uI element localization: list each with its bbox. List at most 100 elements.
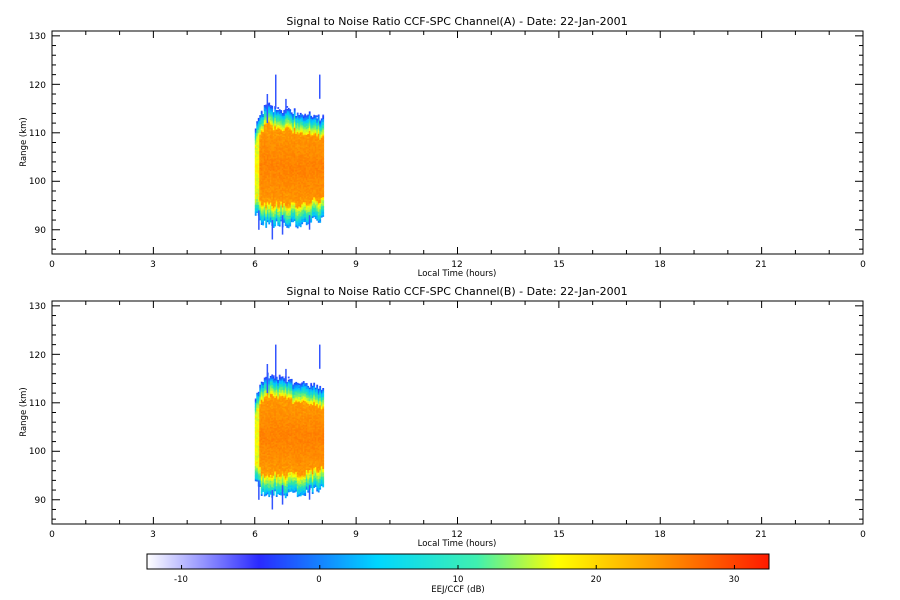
- heatmap-cell: [274, 163, 277, 165]
- heatmap-cell: [269, 108, 272, 110]
- heatmap-cell: [287, 137, 290, 140]
- heatmap-cell: [289, 158, 292, 161]
- heatmap-cell: [283, 183, 286, 186]
- heatmap-cell: [313, 198, 316, 201]
- heatmap-cell: [268, 140, 271, 142]
- heatmap-cell: [289, 133, 292, 135]
- heatmap-cell: [278, 137, 281, 140]
- heatmap-cell: [262, 192, 265, 194]
- heatmap-cell: [281, 424, 284, 427]
- heatmap-cell: [302, 190, 305, 193]
- heatmap-cell: [313, 186, 316, 189]
- heatmap-cell: [266, 133, 269, 136]
- heatmap-cell: [298, 218, 301, 221]
- heatmap-cell: [314, 137, 317, 140]
- heatmap-cell: [274, 155, 277, 158]
- heatmap-cell: [272, 149, 275, 152]
- heatmap-cell: [259, 413, 262, 415]
- heatmap-cell: [314, 169, 317, 172]
- heatmap-cell: [266, 199, 269, 202]
- heatmap-cell: [269, 482, 272, 485]
- heatmap-cell: [268, 209, 271, 211]
- heatmap-cell: [256, 449, 259, 452]
- heatmap-cell: [296, 199, 299, 202]
- heatmap-cell: [296, 193, 299, 196]
- heatmap-cell: [262, 142, 265, 145]
- heatmap-cell: [274, 489, 277, 492]
- heatmap-cell: [254, 161, 257, 164]
- heatmap-cell: [275, 456, 278, 458]
- heatmap-cell: [266, 208, 269, 211]
- heatmap-cell: [317, 114, 320, 117]
- heatmap-cell: [265, 394, 268, 397]
- heatmap-cell: [271, 111, 274, 114]
- heatmap-cell: [295, 224, 298, 226]
- heatmap-cell: [272, 445, 275, 448]
- heatmap-cell: [257, 420, 260, 423]
- heatmap-cell: [281, 388, 284, 391]
- heatmap-cell: [272, 217, 275, 219]
- heatmap-cell: [304, 193, 307, 195]
- heatmap-cell: [254, 158, 257, 161]
- heatmap-cell: [289, 191, 292, 194]
- heatmap-cell: [287, 109, 290, 112]
- heatmap-cell: [274, 449, 277, 451]
- heatmap-cell: [262, 397, 265, 399]
- heatmap-cell: [271, 470, 274, 473]
- heatmap-cell: [262, 406, 265, 408]
- heatmap-cell: [296, 187, 299, 190]
- heatmap-cell: [286, 215, 289, 218]
- heatmap-cell: [275, 378, 278, 380]
- heatmap-cell: [290, 158, 293, 161]
- heatmap-cell: [263, 115, 266, 118]
- heatmap-cell: [263, 383, 266, 386]
- heatmap-cell: [268, 429, 271, 432]
- heatmap-cell: [287, 173, 290, 176]
- heatmap-cell: [269, 162, 272, 164]
- heatmap-cell: [263, 210, 266, 212]
- heatmap-cell: [274, 434, 277, 436]
- heatmap-cell: [260, 398, 263, 400]
- heatmap-cell: [310, 181, 313, 184]
- heatmap-cell: [298, 121, 301, 123]
- heatmap-cell: [256, 448, 259, 451]
- heatmap-cell: [256, 410, 259, 413]
- heatmap-cell: [280, 478, 283, 481]
- heatmap-cell: [314, 215, 317, 218]
- heatmap-cell: [274, 413, 277, 415]
- heatmap-cell: [307, 212, 310, 214]
- heatmap-cell: [286, 136, 289, 138]
- heatmap-cell: [278, 415, 281, 417]
- heatmap-cell: [311, 129, 314, 132]
- heatmap-cell: [281, 389, 284, 392]
- heatmap-cell: [275, 179, 278, 181]
- heatmap-cell: [275, 176, 278, 178]
- heatmap-cell: [311, 121, 314, 124]
- heatmap-cell: [268, 415, 271, 418]
- heatmap-cell: [307, 131, 310, 133]
- heatmap-cell: [271, 143, 274, 145]
- heatmap-cell: [289, 169, 292, 171]
- heatmap-cell: [265, 206, 268, 209]
- heatmap-cell: [317, 204, 320, 207]
- heatmap-cell: [322, 126, 325, 129]
- heatmap-cell: [314, 142, 317, 145]
- heatmap-cell: [305, 200, 308, 203]
- heatmap-cell: [275, 177, 278, 180]
- heatmap-cell: [320, 214, 323, 217]
- heatmap-cell: [257, 140, 260, 143]
- heatmap-cell: [274, 170, 277, 173]
- heatmap-cell: [263, 434, 266, 437]
- heatmap-cell: [286, 110, 289, 113]
- heatmap-cell: [305, 220, 308, 223]
- heatmap-cell: [305, 115, 308, 118]
- heatmap-cell: [278, 425, 281, 428]
- heatmap-cell: [286, 161, 289, 164]
- heatmap-cell: [272, 208, 275, 210]
- heatmap-cell: [286, 118, 289, 120]
- heatmap-cell: [262, 126, 265, 128]
- heatmap-cell: [272, 118, 275, 120]
- heatmap-cell: [278, 385, 281, 387]
- heatmap-cell: [271, 128, 274, 130]
- heatmap-cell: [307, 182, 310, 184]
